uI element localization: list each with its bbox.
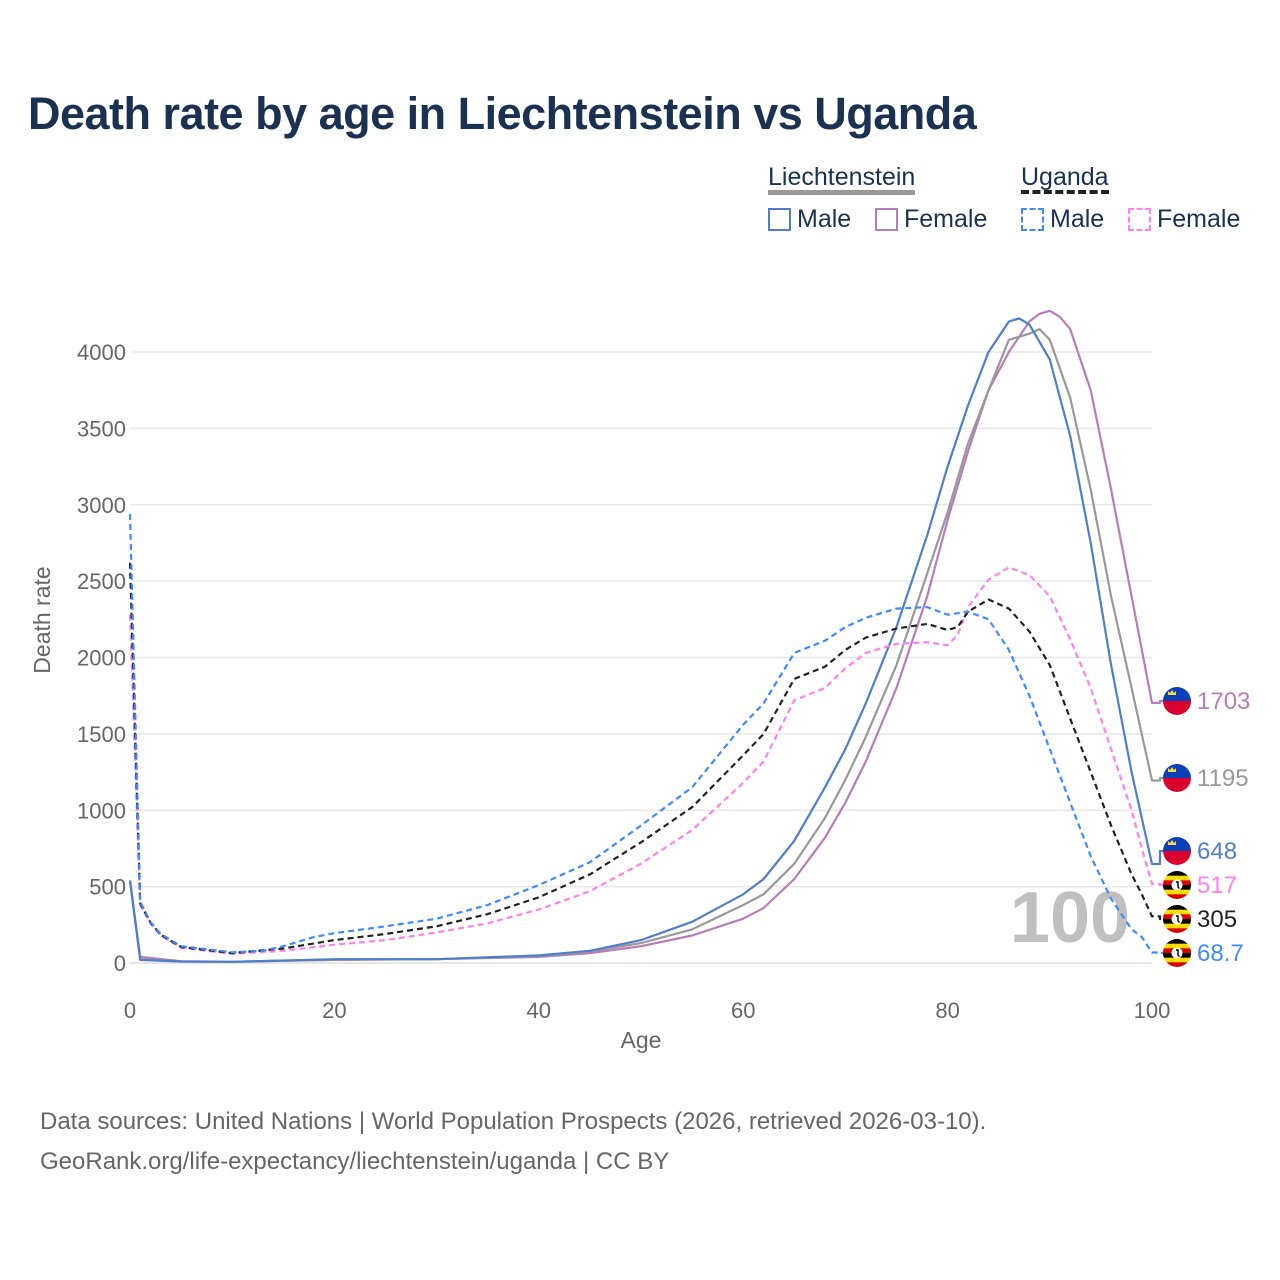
x-tick-label: 40 (527, 998, 551, 1023)
end-value-label: 305 (1197, 906, 1237, 933)
legend-liechtenstein-header: Liechtenstein (768, 164, 916, 195)
liechtenstein-flag-icon (1163, 687, 1191, 715)
x-axis-label: Age (621, 1027, 662, 1053)
uganda-flag-icon (1163, 905, 1191, 933)
uganda-flag-icon (1163, 871, 1191, 899)
legend-swatch-icon (1021, 208, 1044, 231)
y-tick-label: 1000 (77, 798, 126, 823)
legend-label: Male (797, 205, 852, 233)
y-axis-label: Death rate (29, 566, 55, 673)
x-tick-label: 80 (935, 998, 959, 1023)
age-marker: 100 (1010, 878, 1130, 958)
end-value-label: 1703 (1197, 688, 1250, 715)
uganda-flag-icon (1163, 939, 1191, 967)
chart-title: Death rate by age in Liechtenstein vs Ug… (28, 88, 977, 139)
y-tick-label: 2000 (77, 646, 126, 671)
series-line-uganda (128, 562, 1163, 955)
legend-liechtenstein-female[interactable]: Female (875, 205, 987, 234)
series-line-liechtenstein-female (128, 309, 1163, 963)
y-tick-label: 0 (114, 951, 126, 976)
legend-uganda-header: Uganda (1021, 164, 1109, 194)
legend-liechtenstein-male[interactable]: Male (768, 205, 851, 234)
y-tick-label: 3500 (77, 416, 126, 441)
series-line-liechtenstein (128, 328, 1163, 963)
legend-swatch-icon (1128, 208, 1151, 231)
legend-label: Female (904, 205, 988, 233)
series-line-uganda-female (128, 566, 1163, 955)
y-tick-label: 3000 (77, 493, 126, 518)
legend-uganda-female[interactable]: Female (1128, 205, 1240, 234)
x-tick-label: 0 (124, 998, 136, 1023)
y-tick-label: 1500 (77, 722, 126, 747)
source-note: Data sources: United Nations | World Pop… (40, 1108, 987, 1135)
end-value-label: 1195 (1197, 765, 1249, 792)
y-tick-label: 2500 (77, 569, 126, 594)
legend-label: Female (1157, 205, 1241, 233)
liechtenstein-flag-icon (1163, 764, 1191, 792)
liechtenstein-flag-icon (1163, 837, 1191, 865)
x-tick-label: 60 (731, 998, 755, 1023)
legend-uganda-male[interactable]: Male (1021, 205, 1104, 234)
end-value-label: 68.7 (1197, 940, 1244, 967)
legend-label: Male (1050, 205, 1105, 233)
x-tick-label: 100 (1134, 998, 1171, 1023)
series-line-uganda-male (128, 513, 1163, 955)
source-link[interactable]: GeoRank.org/life-expectancy/liechtenstei… (40, 1148, 670, 1175)
x-tick-label: 20 (322, 998, 346, 1023)
legend-swatch-icon (875, 208, 898, 231)
legend-swatch-icon (768, 208, 791, 231)
y-tick-label: 500 (89, 875, 126, 900)
end-value-label: 648 (1197, 838, 1237, 865)
series-line-liechtenstein-male (128, 317, 1163, 963)
y-tick-label: 4000 (77, 340, 126, 365)
end-value-label: 517 (1197, 872, 1237, 899)
